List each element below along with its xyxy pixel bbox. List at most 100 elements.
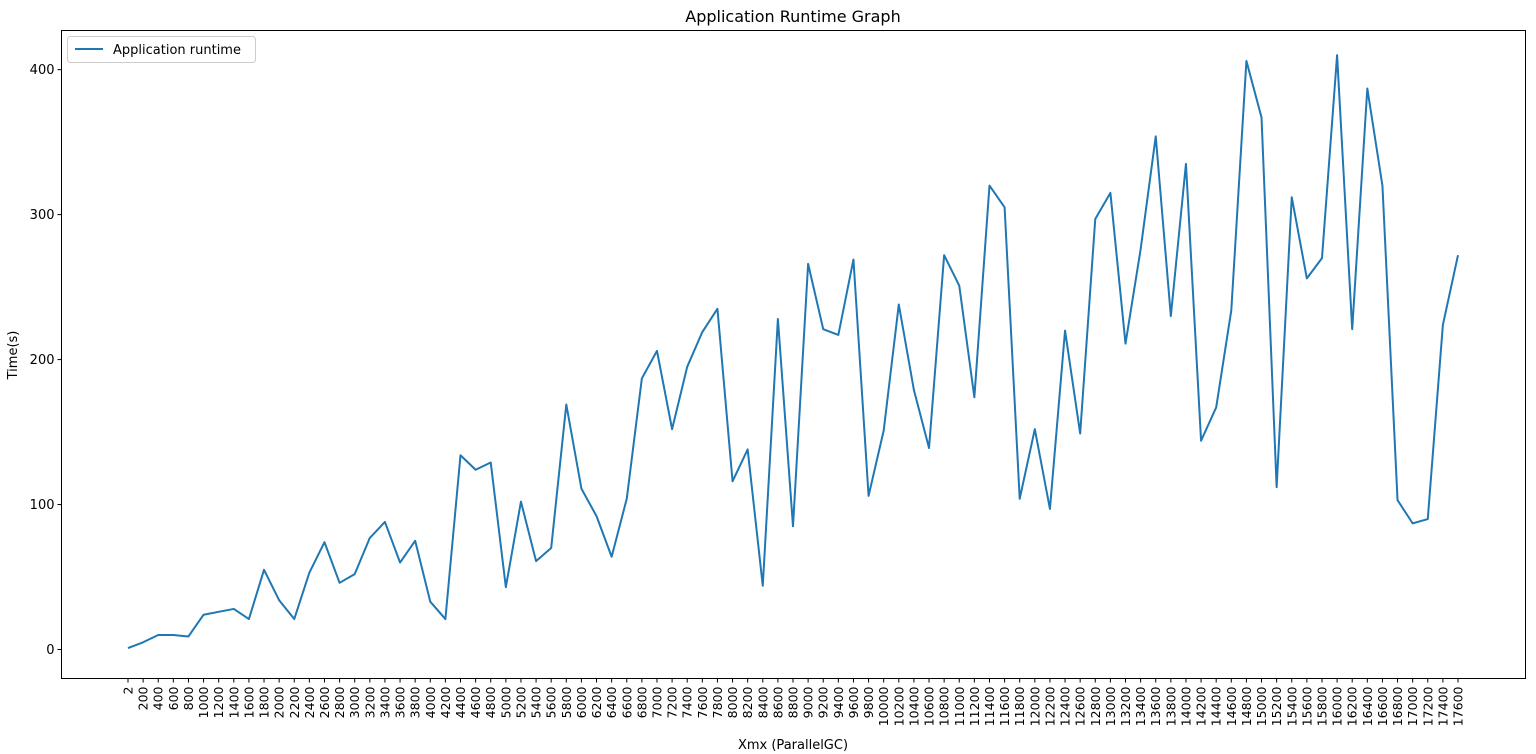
x-tick-label: 2 [121, 687, 136, 695]
x-tick-label: 9600 [846, 686, 861, 718]
x-tick-label: 6600 [619, 686, 634, 718]
x-tick-label: 16400 [1360, 686, 1375, 726]
x-tick-label: 1200 [211, 686, 226, 718]
x-axis-label: Xmx (ParallelGC) [738, 738, 848, 753]
x-axis-ticks: 2 200 400 600 800 1000 1200 1400 1600 1800 2000 220… [121, 678, 1466, 726]
x-tick-label: 12000 [1027, 686, 1042, 726]
legend-box [67, 36, 256, 63]
x-tick-label: 5600 [544, 686, 559, 718]
y-tick-label: 100 [30, 498, 55, 513]
x-tick-label: 1400 [226, 686, 241, 718]
x-tick-label: 200 [136, 686, 151, 710]
x-tick-label: 15000 [1254, 686, 1269, 726]
x-tick-label: 10800 [937, 686, 952, 726]
x-tick-label: 5800 [559, 686, 574, 718]
x-tick-label: 2200 [287, 686, 302, 718]
y-tick-label: 400 [30, 63, 55, 78]
x-tick-label: 17000 [1405, 686, 1420, 726]
x-tick-label: 7000 [649, 686, 664, 718]
x-tick-label: 7200 [665, 686, 680, 718]
x-tick-label: 4000 [423, 686, 438, 718]
x-tick-label: 13400 [1133, 686, 1148, 726]
x-tick-label: 800 [181, 686, 196, 710]
plot-frame [61, 30, 1526, 679]
x-tick-label: 6400 [604, 686, 619, 718]
x-tick-label: 10000 [876, 686, 891, 726]
y-tick-label: 300 [30, 208, 55, 223]
x-tick-label: 12600 [1073, 686, 1088, 726]
x-tick-label: 10200 [891, 686, 906, 726]
x-tick-label: 4600 [468, 686, 483, 718]
x-tick-label: 11000 [952, 686, 967, 726]
x-tick-label: 16000 [1330, 686, 1345, 726]
x-tick-label: 10600 [922, 686, 937, 726]
x-tick-label: 4400 [453, 686, 468, 718]
x-tick-label: 17400 [1435, 686, 1450, 726]
x-tick-label: 14800 [1239, 686, 1254, 726]
x-tick-label: 13800 [1163, 686, 1178, 726]
x-tick-label: 14600 [1224, 686, 1239, 726]
chart-title: Application Runtime Graph [685, 7, 900, 26]
x-tick-label: 3000 [347, 686, 362, 718]
x-tick-label: 14400 [1209, 686, 1224, 726]
x-tick-label: 15800 [1314, 686, 1329, 726]
x-tick-label: 6200 [589, 686, 604, 718]
x-tick-label: 2800 [332, 686, 347, 718]
x-tick-label: 11600 [997, 686, 1012, 726]
x-tick-label: 3600 [393, 686, 408, 718]
x-tick-label: 9400 [831, 686, 846, 718]
x-tick-label: 2600 [317, 686, 332, 718]
x-tick-label: 8400 [755, 686, 770, 718]
x-tick-label: 1000 [196, 686, 211, 718]
x-tick-label: 13200 [1118, 686, 1133, 726]
x-tick-label: 11200 [967, 686, 982, 726]
x-tick-label: 5000 [498, 686, 513, 718]
x-tick-label: 14200 [1194, 686, 1209, 726]
legend-label: Application runtime [113, 43, 241, 58]
x-tick-label: 7400 [680, 686, 695, 718]
y-axis-ticks: 0 100 200 300 400 [30, 63, 62, 658]
x-tick-label: 8800 [786, 686, 801, 718]
x-tick-label: 17200 [1420, 686, 1435, 726]
x-tick-label: 1800 [257, 686, 272, 718]
x-tick-label: 9200 [816, 686, 831, 718]
x-tick-label: 14000 [1178, 686, 1193, 726]
x-tick-label: 4200 [438, 686, 453, 718]
x-tick-label: 8000 [725, 686, 740, 718]
x-tick-label: 16200 [1345, 686, 1360, 726]
x-tick-label: 6000 [574, 686, 589, 718]
x-tick-label: 9000 [801, 686, 816, 718]
x-tick-label: 3200 [362, 686, 377, 718]
x-tick-label: 15400 [1284, 686, 1299, 726]
y-tick-label: 200 [30, 353, 55, 368]
x-tick-label: 7600 [695, 686, 710, 718]
x-tick-label: 8600 [770, 686, 785, 718]
x-tick-label: 13000 [1103, 686, 1118, 726]
x-tick-label: 5200 [513, 686, 528, 718]
x-tick-label: 9800 [861, 686, 876, 718]
x-tick-label: 600 [166, 686, 181, 710]
legend: Application runtime [67, 36, 256, 63]
y-tick-label: 0 [46, 643, 54, 658]
x-tick-label: 11400 [982, 686, 997, 726]
x-tick-label: 8200 [740, 686, 755, 718]
x-tick-label: 3800 [408, 686, 423, 718]
x-tick-label: 4800 [483, 686, 498, 718]
x-tick-label: 7800 [710, 686, 725, 718]
x-tick-label: 13600 [1148, 686, 1163, 726]
x-tick-label: 400 [151, 686, 166, 710]
x-tick-label: 1600 [241, 686, 256, 718]
x-tick-label: 12200 [1042, 686, 1057, 726]
x-tick-label: 17600 [1451, 686, 1466, 726]
x-tick-label: 2400 [302, 686, 317, 718]
x-tick-label: 10400 [906, 686, 921, 726]
x-tick-label: 11800 [1012, 686, 1027, 726]
x-tick-label: 2000 [272, 686, 287, 718]
x-tick-label: 16600 [1375, 686, 1390, 726]
series-line-application-runtime [127, 54, 1459, 649]
x-tick-label: 6800 [634, 686, 649, 718]
x-tick-label: 12400 [1058, 686, 1073, 726]
x-tick-label: 3400 [377, 686, 392, 718]
